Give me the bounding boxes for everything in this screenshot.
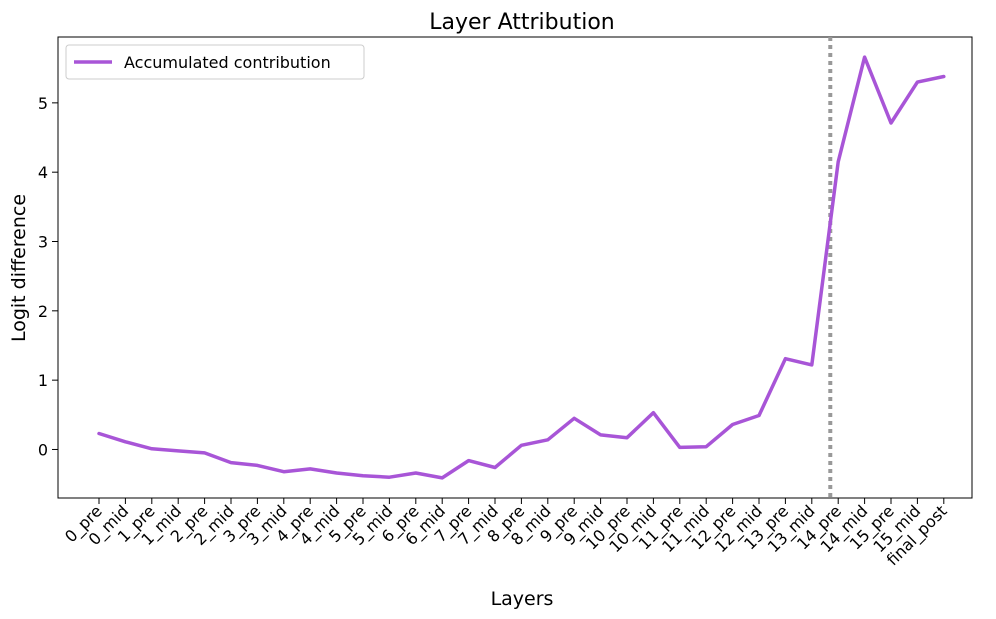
y-tick-label: 5 (38, 94, 48, 113)
y-axis-label: Logit difference (8, 194, 30, 342)
legend-label: Accumulated contribution (124, 53, 331, 72)
plot-area (57, 36, 973, 499)
x-axis-label: Layers (491, 588, 554, 610)
series-line-accumulated-contribution (97, 55, 946, 480)
legend: Accumulated contribution (65, 44, 365, 80)
y-tick-label: 3 (38, 233, 48, 252)
x-axis: 0_pre0_mid1_pre1_mid2_pre2_mid3_pre3_mid… (61, 498, 951, 570)
y-tick-label: 0 (38, 440, 48, 459)
legend-box (65, 44, 365, 80)
y-tick-label: 1 (38, 371, 48, 390)
chart-title: Layer Attribution (429, 10, 614, 35)
y-axis: 0 1 2 3 4 5 (38, 94, 58, 459)
y-tick-label: 4 (38, 163, 48, 182)
y-tick-label: 2 (38, 302, 48, 321)
